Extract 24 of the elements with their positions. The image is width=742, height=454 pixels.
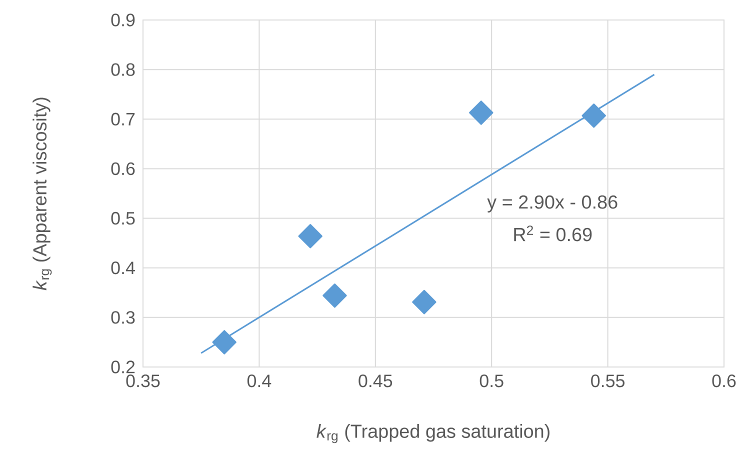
point	[212, 330, 236, 354]
point	[582, 104, 606, 128]
point	[322, 284, 347, 308]
x-tick-label: 0.35	[126, 374, 160, 388]
y-axis-title: k$_{rg}$ (Apparent viscosity)	[32, 98, 52, 290]
y-tick-label: 0.6	[111, 162, 135, 176]
point	[412, 290, 436, 314]
point	[298, 224, 322, 248]
y-tick-label: 0.8	[111, 63, 135, 76]
annotation: y = 2.90x - 0.86	[487, 195, 618, 212]
x-axis-title: k$_{rg}$ (Trapped gas saturation)	[316, 424, 550, 444]
y-tick-label: 0.4	[111, 262, 135, 274]
y-tick-label: 0.3	[111, 311, 135, 324]
x-tick-label: 0.4	[247, 374, 272, 388]
x-tick-label: 0.55	[591, 374, 624, 388]
annotation: R$^{2}$ = 0.69	[514, 226, 592, 242]
x-tick-label: 0.45	[358, 374, 392, 388]
x-tick-label: 0.6	[712, 374, 736, 388]
y-tick-label: 0.9	[111, 14, 135, 26]
y-tick-label: 0.7	[111, 112, 135, 126]
x-tick-label: 0.5	[480, 374, 504, 388]
y-tick-label: 0.5	[111, 212, 135, 225]
point	[469, 100, 494, 125]
y-tick-label: 0.2	[111, 360, 135, 374]
